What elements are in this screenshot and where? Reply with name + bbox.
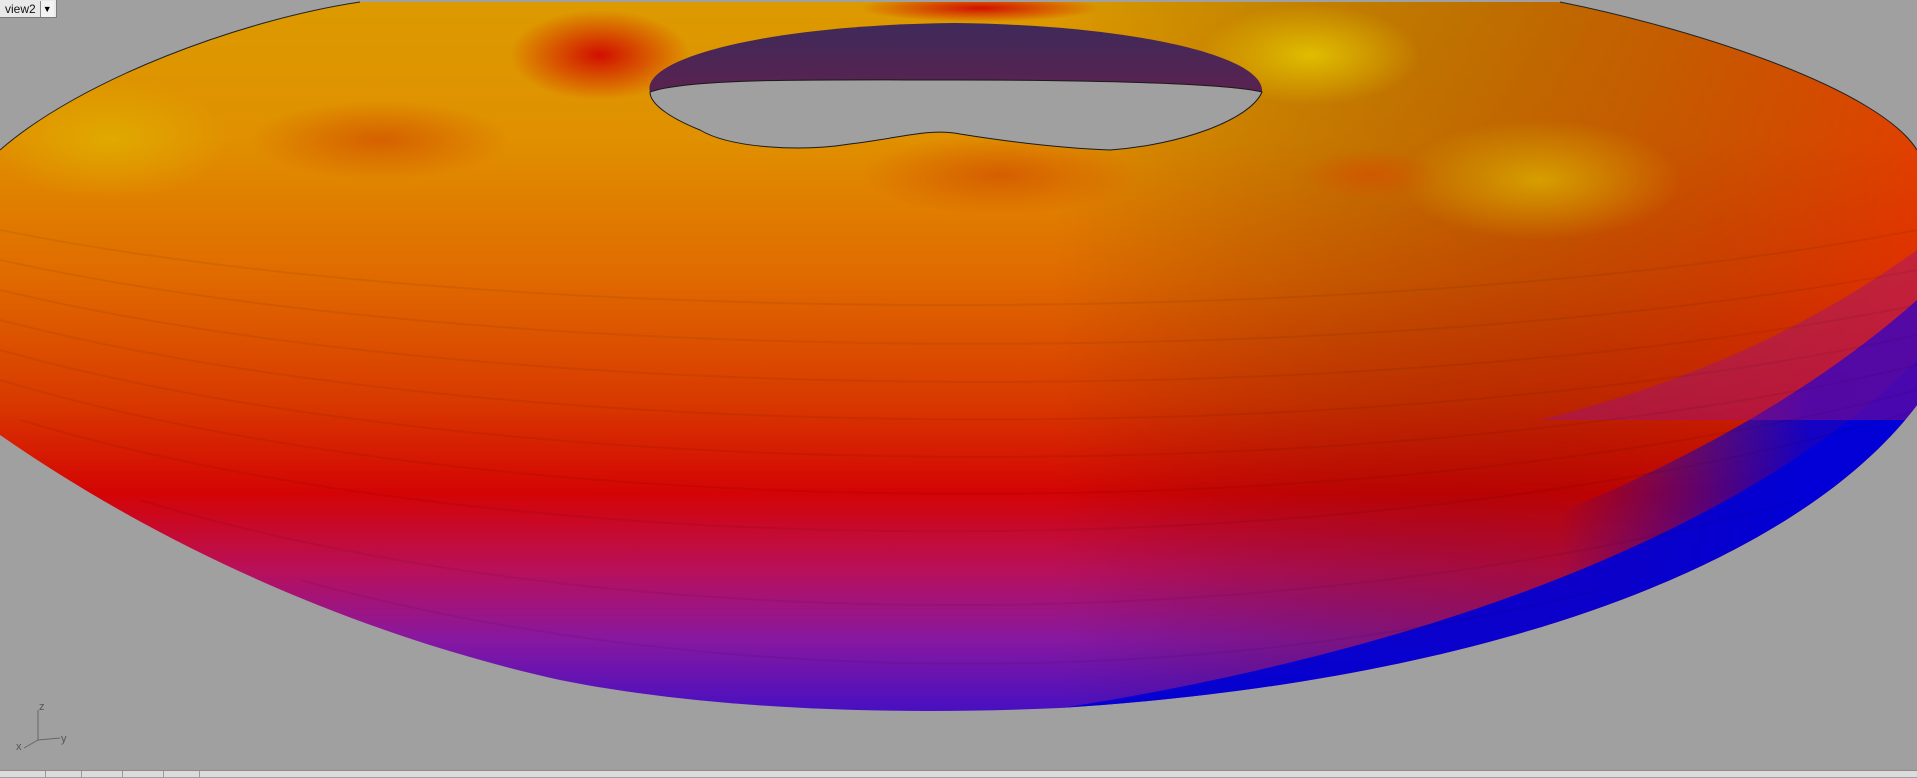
torus-hole bbox=[649, 23, 1263, 151]
status-segment bbox=[164, 771, 200, 778]
axis-z-label: z bbox=[39, 701, 45, 713]
status-segment bbox=[82, 771, 123, 778]
view-name-label: view2 bbox=[5, 1, 36, 16]
axis-x-label: x bbox=[16, 741, 22, 753]
status-bar bbox=[0, 770, 1917, 778]
status-segment bbox=[0, 771, 46, 778]
axis-triad: z y x bbox=[16, 701, 67, 753]
status-segment bbox=[46, 771, 82, 778]
view-selector[interactable]: view2 ▼ bbox=[0, 0, 57, 18]
axis-y-label: y bbox=[61, 733, 67, 745]
status-segment bbox=[123, 771, 164, 778]
triangle-down-icon[interactable]: ▼ bbox=[39, 0, 54, 17]
